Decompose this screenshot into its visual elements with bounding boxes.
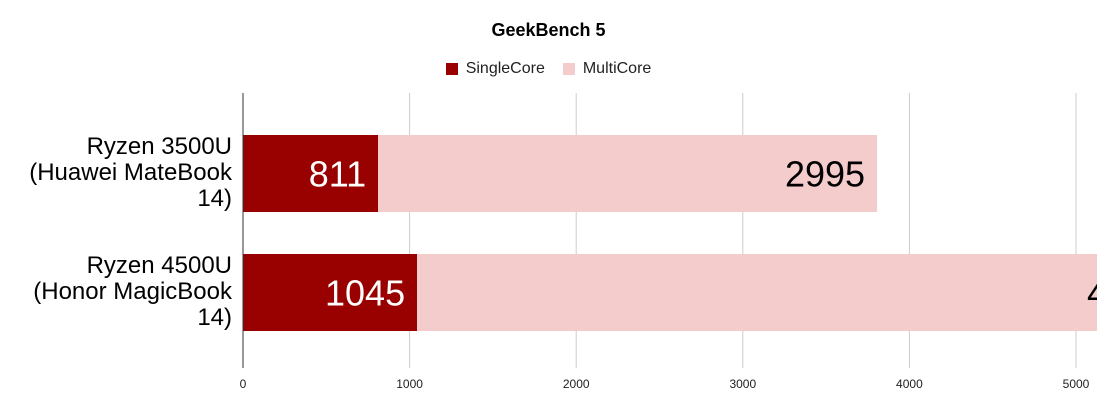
x-tick-label: 1000 <box>396 377 423 391</box>
category-label-line: (Honor MagicBook <box>33 278 232 305</box>
data-label: 4574 <box>1087 273 1097 314</box>
x-tick-label: 2000 <box>563 377 590 391</box>
category-label-ryzen-4500u: Ryzen 4500U (Honor MagicBook 14) <box>12 253 232 331</box>
x-tick-label: 3000 <box>729 377 756 391</box>
category-label-ryzen-3500u: Ryzen 3500U (Huawei MateBook 14) <box>12 134 232 212</box>
category-label-line: 14) <box>197 304 232 331</box>
legend-item-singlecore: SingleCore <box>445 60 545 78</box>
bar-multicore <box>417 254 1097 331</box>
bar-singlecore <box>243 135 379 212</box>
category-label-line: Ryzen 4500U <box>86 252 232 279</box>
legend: SingleCore MultiCore <box>0 60 1097 78</box>
legend-swatch-singlecore <box>445 63 458 75</box>
category-label-line: 14) <box>197 185 232 212</box>
legend-label-singlecore: SingleCore <box>465 60 545 77</box>
bar-multicore <box>378 135 878 212</box>
legend-label-multicore: MultiCore <box>582 60 652 77</box>
data-label: 1045 <box>325 273 405 314</box>
legend-item-multicore: MultiCore <box>562 60 652 78</box>
category-label-line: (Huawei MateBook <box>29 159 232 186</box>
x-tick-label: 4000 <box>896 377 923 391</box>
bar-singlecore <box>243 254 418 331</box>
data-label: 2995 <box>785 154 865 195</box>
chart-title: GeekBench 5 <box>491 20 606 40</box>
category-label-line: Ryzen 3500U <box>86 133 232 160</box>
data-label: 811 <box>309 154 366 195</box>
x-tick-label: 0 <box>240 377 247 391</box>
x-tick-label: 5000 <box>1063 377 1090 391</box>
legend-swatch-multicore <box>562 63 575 75</box>
